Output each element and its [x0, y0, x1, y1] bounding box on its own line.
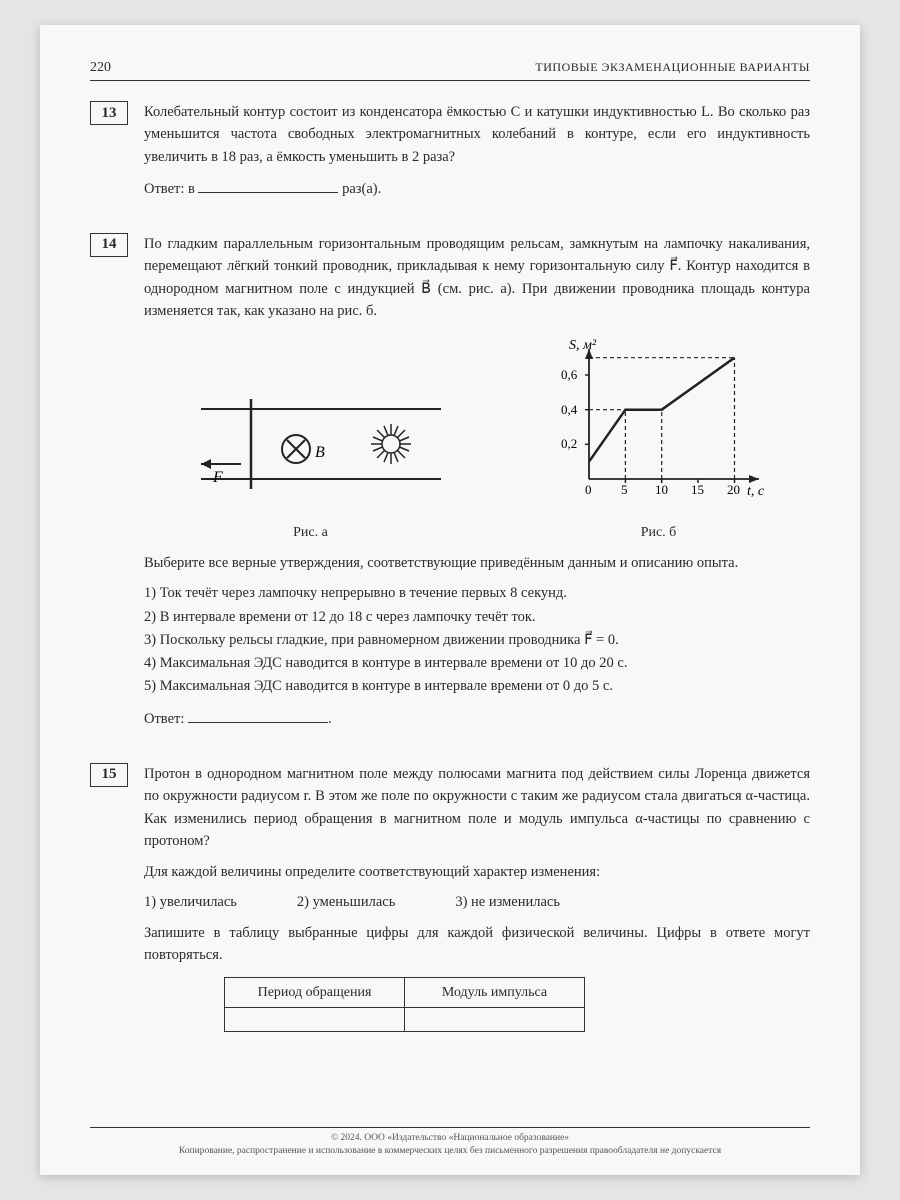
- xtick: 0: [585, 482, 592, 497]
- choice-item: 2) уменьшилась: [297, 891, 395, 913]
- task-14: 14 По гладким параллельным горизонтальны…: [90, 233, 810, 749]
- task-number-box: 14: [90, 233, 128, 257]
- answer-line: Ответ: в раз(а).: [144, 178, 810, 200]
- xtick: 10: [655, 482, 668, 497]
- task-15: 15 Протон в однородном магнитном поле ме…: [90, 763, 810, 1032]
- figure-a-caption: Рис. а: [181, 522, 441, 544]
- table-cell[interactable]: [225, 1008, 405, 1032]
- task-13: 13 Колебательный контур состоит из конде…: [90, 101, 810, 219]
- choices-row: 1) увеличилась 2) уменьшилась 3) не изме…: [144, 891, 810, 913]
- answer-label: Ответ:: [144, 711, 184, 727]
- choice-item: 3) не изменилась: [455, 891, 560, 913]
- figure-a: F⃗ B⃗: [181, 379, 441, 544]
- page-header: 220 ТИПОВЫЕ ЭКЗАМЕНАЦИОННЫЕ ВАРИАНТЫ: [90, 60, 810, 81]
- option-item: 5) Максимальная ЭДС наводится в контуре …: [144, 675, 810, 698]
- table-instruction: Запишите в таблицу выбранные цифры для к…: [144, 922, 810, 967]
- circuit-diagram-icon: F⃗ B⃗: [181, 379, 441, 509]
- select-instruction: Выберите все верные утверждения, соответ…: [144, 552, 810, 574]
- task-body: Колебательный контур состоит из конденса…: [144, 101, 810, 219]
- header-title: ТИПОВЫЕ ЭКЗАМЕНАЦИОННЫЕ ВАРИАНТЫ: [535, 60, 810, 76]
- table-cell[interactable]: [405, 1008, 585, 1032]
- svg-text:B⃗: B⃗: [315, 444, 337, 461]
- answer-suffix: раз(а).: [342, 181, 381, 197]
- page-footer: © 2024. ООО «Издательство «Национальное …: [90, 1127, 810, 1157]
- option-item: 3) Поскольку рельсы гладкие, при равноме…: [144, 629, 810, 652]
- ytick: 0,6: [561, 367, 578, 382]
- y-axis-label: S, м²: [569, 339, 597, 353]
- task-text: Протон в однородном магнитном поле между…: [144, 763, 810, 853]
- answer-blank[interactable]: [198, 179, 338, 193]
- table-header: Период обращения: [225, 977, 405, 1008]
- ytick: 0,4: [561, 402, 578, 417]
- figure-b-caption: Рис. б: [544, 522, 774, 544]
- result-table: Период обращения Модуль импульса: [224, 977, 585, 1033]
- answer-blank[interactable]: [188, 709, 328, 723]
- page-container: 220 ТИПОВЫЕ ЭКЗАМЕНАЦИОННЫЕ ВАРИАНТЫ 13 …: [40, 25, 860, 1175]
- figure-b: 0,2 0,4 0,6 0 5 10 15: [544, 339, 774, 544]
- options-list: 1) Ток течёт через лампочку непрерывно в…: [144, 582, 810, 698]
- task-text: По гладким параллельным горизонтальным п…: [144, 233, 810, 323]
- task-text: Колебательный контур состоит из конденса…: [144, 101, 810, 168]
- x-axis-label: t, с: [747, 484, 765, 499]
- answer-line: Ответ: .: [144, 708, 810, 730]
- option-item: 2) В интервале времени от 12 до 18 с чер…: [144, 606, 810, 629]
- copyright-line: © 2024. ООО «Издательство «Национальное …: [90, 1132, 810, 1144]
- table-header: Модуль импульса: [405, 977, 585, 1008]
- task-body: По гладким параллельным горизонтальным п…: [144, 233, 810, 749]
- figures-row: F⃗ B⃗: [144, 339, 810, 544]
- ytick: 0,2: [561, 436, 577, 451]
- task-number-box: 15: [90, 763, 128, 787]
- option-item: 4) Максимальная ЭДС наводится в контуре …: [144, 652, 810, 675]
- xtick: 15: [691, 482, 704, 497]
- choice-item: 1) увеличилась: [144, 891, 237, 913]
- answer-prefix: Ответ: в: [144, 181, 195, 197]
- area-chart-icon: 0,2 0,4 0,6 0 5 10 15: [544, 339, 774, 509]
- xtick: 20: [727, 482, 740, 497]
- page-number: 220: [90, 60, 111, 76]
- task-body: Протон в однородном магнитном поле между…: [144, 763, 810, 1032]
- xtick: 5: [621, 482, 628, 497]
- task-number-box: 13: [90, 101, 128, 125]
- svg-text:F⃗: F⃗: [212, 469, 235, 486]
- option-item: 1) Ток течёт через лампочку непрерывно в…: [144, 582, 810, 605]
- instruction: Для каждой величины определите соответст…: [144, 861, 810, 883]
- copy-notice: Копирование, распространение и использов…: [90, 1145, 810, 1157]
